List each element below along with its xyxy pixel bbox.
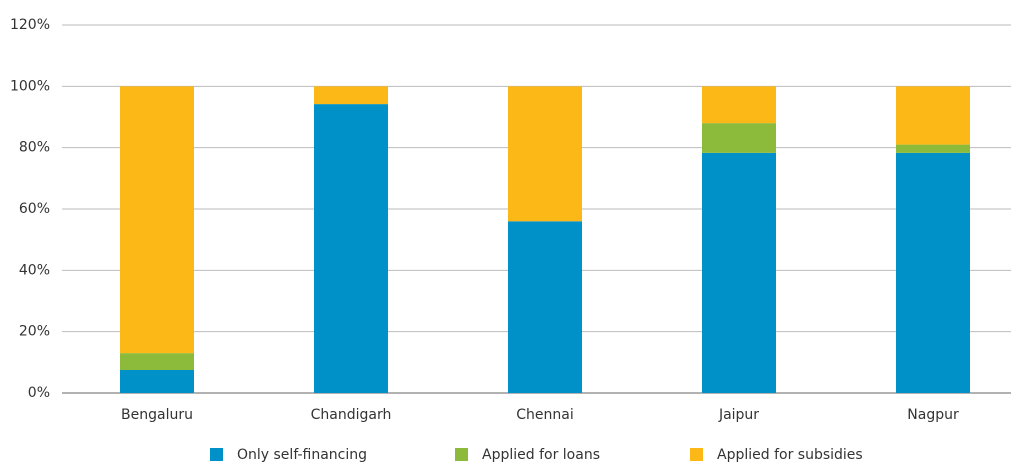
bar-segment [120,86,194,354]
legend-label: Applied for loans [482,447,600,463]
bar-segment [896,144,970,153]
y-tick-label: 20% [19,324,50,340]
x-tick-label: Bengaluru [121,407,193,423]
legend-swatch [690,448,703,461]
y-tick-label: 60% [19,201,50,217]
y-tick-label: 0% [28,385,50,401]
bar-segment [508,221,582,393]
legend-label: Only self-financing [237,447,367,463]
x-tick-label: Chennai [516,407,573,423]
legend-swatch [455,448,468,461]
x-tick-label: Chandigarh [311,407,392,423]
x-tick-label: Nagpur [907,407,959,423]
legend-swatch [210,448,223,461]
bar-segment [314,104,388,394]
bar-segment [314,86,388,105]
bar-segment [896,86,970,145]
bar-segment [120,370,194,393]
y-tick-label: 40% [19,262,50,278]
bar-segment [702,152,776,393]
bar-segment [896,152,970,393]
y-tick-label: 100% [10,78,50,94]
y-tick-label: 80% [19,140,50,156]
legend-label: Applied for subsidies [717,447,863,463]
bar-segment [120,353,194,370]
bar-segment [508,86,582,222]
bar-segment [702,123,776,153]
x-tick-label: Jaipur [718,407,759,423]
bar-segment [702,86,776,124]
y-tick-label: 120% [10,17,50,33]
